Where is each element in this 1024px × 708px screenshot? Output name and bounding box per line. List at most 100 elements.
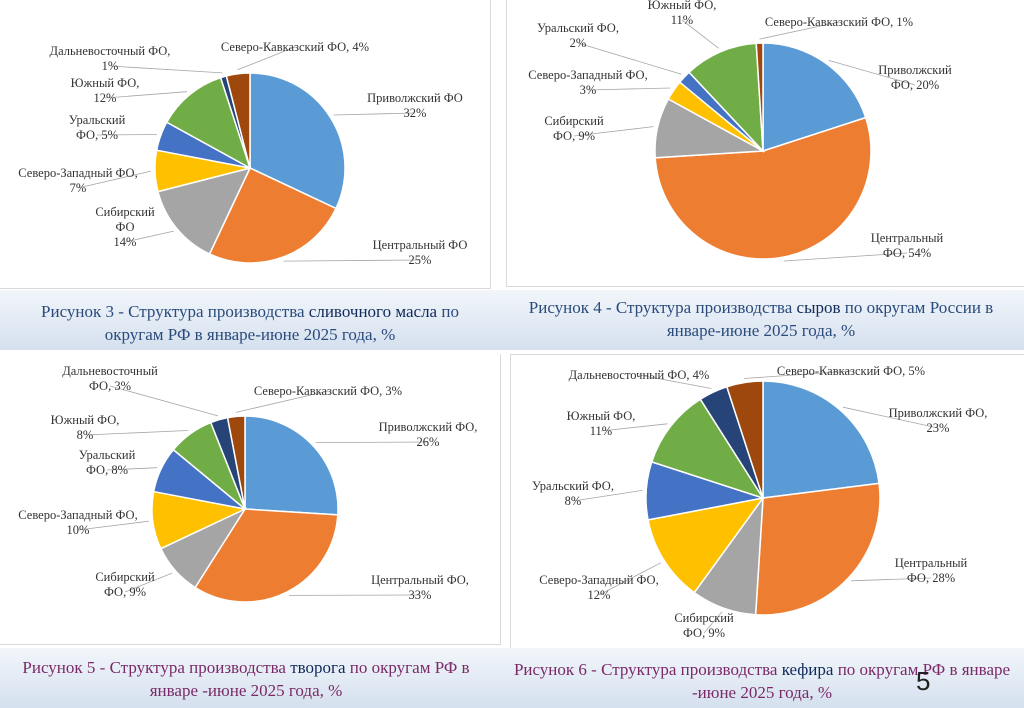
slice-label-line: Приволжский ФО,: [379, 420, 478, 434]
caption-suffix: по округам России в январе-июне 2025 год…: [666, 298, 994, 340]
chart-panel-kefir: Приволжский ФО, 23% Центральный ФО, 28% Сиби…: [510, 354, 1024, 650]
leader-line: [851, 577, 932, 582]
slice-label-line: Центральный ФО: [373, 238, 468, 252]
slice-label-уральский: Уральский ФО, 2%: [537, 21, 619, 50]
slice-label-приволжский: Приволжский ФО, 26%: [379, 420, 478, 449]
slice-label-северо-кавказский: Северо-Кавказский ФО, 1%: [765, 15, 913, 29]
slice-label-line: Южный ФО,: [71, 76, 140, 90]
leader-line: [600, 423, 668, 432]
slice-label-северо-кавказский: Северо-Кавказский ФО, 5%: [777, 364, 925, 378]
caption-figure-4: Рисунок 4 - Структура производства сыров…: [508, 296, 1014, 342]
slice-label-line: Северо-Кавказский ФО, 5%: [777, 364, 925, 378]
slice-label-центральный: Центральный ФО, 33%: [371, 573, 469, 602]
leader-line: [638, 374, 712, 389]
caption-keyword: кефира: [781, 660, 834, 679]
caption-figure-6: Рисунок 6 - Структура производства кефир…: [512, 658, 1012, 704]
slice-label-line: 2%: [570, 36, 587, 50]
slice-label-line: ФО, 9%: [553, 129, 595, 143]
leader-line: [124, 572, 173, 593]
slice-label-line: Северо-Кавказский ФО, 4%: [221, 40, 369, 54]
slice-label-line: Южный ФО,: [648, 0, 717, 12]
slice-labels: Приволжский ФО, 23% Центральный ФО, 28% Сиби…: [532, 364, 987, 640]
slice-label-line: ФО, 9%: [683, 626, 725, 640]
slice-label-line: Уральский ФО,: [532, 479, 614, 493]
slice-label-южный: Южный ФО, 8%: [51, 413, 120, 442]
slice-label-line: 25%: [409, 253, 432, 267]
pie-slices: [654, 42, 872, 260]
slice-label-дальневосточный: Дальневосточный ФО, 4%: [569, 368, 710, 382]
pie-slice-северо-кавказский: [725, 380, 764, 499]
caption-prefix: Рисунок 4 - Структура производства: [528, 298, 797, 317]
pie-slice-приволжский: [249, 72, 346, 210]
slice-label-line: Дальневосточный: [62, 364, 158, 378]
slice-label-line: Центральный: [895, 556, 968, 570]
pie-slice-приволжский: [244, 415, 339, 516]
slice-label-северо-кавказский: Северо-Кавказский ФО, 3%: [254, 384, 402, 398]
slice-label-южный: Южный ФО, 11%: [648, 0, 717, 27]
slice-label-line: Северо-Западный ФО,: [528, 68, 647, 82]
pie-slice-центральный: [208, 167, 337, 264]
slice-label-line: Сибирский: [674, 611, 734, 625]
slice-label-line: 8%: [77, 428, 94, 442]
slice-label-line: ФО: [115, 220, 134, 234]
slice-label-северо-западный: Северо-Западный ФО, 7%: [18, 166, 137, 195]
leader-line: [587, 87, 671, 91]
leader-lines: [77, 46, 421, 262]
slice-label-центральный: Центральный ФО, 28%: [895, 556, 968, 585]
pie-slice-северо-кавказский: [226, 415, 246, 510]
leader-line: [235, 390, 329, 413]
leader-line: [283, 259, 421, 262]
leader-line: [84, 430, 189, 436]
caption-suffix: по округам РФ в январе -июне 2025 года, …: [149, 658, 470, 700]
slice-label-сибирский: Сибирский ФО, 9%: [674, 611, 734, 640]
slice-label-line: Уральский: [79, 448, 136, 462]
leader-line: [783, 252, 908, 262]
pie-slices: [154, 72, 346, 264]
slice-label-line: Сибирский: [95, 205, 155, 219]
slice-label-северо-кавказский: Северо-Кавказский ФО, 4%: [221, 40, 369, 54]
leader-line: [842, 406, 939, 429]
caption-band-bottom: [0, 648, 1024, 708]
slice-label-line: Северо-Западный ФО,: [18, 166, 137, 180]
slice-label-line: ФО, 5%: [76, 128, 118, 142]
slice-label-line: Южный ФО,: [51, 413, 120, 427]
slice-label-line: Северо-Западный ФО,: [539, 573, 658, 587]
pie-chart-cheese: Приволжский ФО, 20% Центральный ФО, 54% Сиби…: [528, 0, 952, 262]
pie-chart-tvorog: Приволжский ФО, 26% Центральный ФО, 33% Сиби…: [18, 364, 478, 603]
caption-keyword: творога: [290, 658, 346, 677]
leader-line: [106, 467, 158, 471]
slice-label-line: 7%: [70, 181, 87, 195]
slice-label-центральный: Центральный ФО 25%: [373, 238, 468, 267]
caption-figure-5: Рисунок 5 - Структура производства творо…: [6, 656, 486, 702]
chart-panel-cheese: Приволжский ФО, 20% Центральный ФО, 54% Сиби…: [506, 0, 1024, 287]
slice-label-line: ФО, 20%: [891, 78, 939, 92]
slice-label-северо-западный: Северо-Западный ФО, 12%: [539, 573, 658, 602]
slice-label-line: 11%: [671, 13, 693, 27]
caption-prefix: Рисунок 6 - Структура производства: [513, 660, 782, 679]
slice-label-line: Южный ФО,: [567, 409, 636, 423]
slice-label-line: Уральский ФО,: [537, 21, 619, 35]
caption-suffix: по округам РФ в январе-июне 2025 года, %: [104, 302, 459, 344]
slice-label-line: 3%: [580, 83, 597, 97]
slice-label-line: ФО, 8%: [86, 463, 128, 477]
caption-prefix: Рисунок 5 - Структура производства: [22, 658, 291, 677]
leader-line: [77, 520, 149, 531]
slice-label-line: ФО, 9%: [104, 585, 146, 599]
pie-slice-приволжский: [762, 42, 867, 153]
slice-label-line: 33%: [409, 588, 432, 602]
leader-line: [109, 385, 219, 417]
pie-slice-южный: [165, 76, 252, 170]
slice-label-line: 23%: [927, 421, 950, 435]
pie-slice-южный: [650, 398, 765, 500]
slice-labels: Приволжский ФО 32% Центральный ФО 25% Сибирс…: [18, 40, 467, 267]
pie-slice-приволжский: [762, 380, 880, 499]
slice-label-сибирский: Сибирский ФО, 9%: [95, 570, 155, 599]
slice-label-line: Уральский: [69, 113, 126, 127]
caption-suffix: по округам РФ в январе -июне 2025 года, …: [691, 660, 1011, 702]
leader-line: [333, 112, 416, 116]
slice-label-line: Сибирский: [95, 570, 155, 584]
slice-label-line: Сибирский: [544, 114, 604, 128]
slice-label-line: 26%: [417, 435, 440, 449]
slice-label-line: 11%: [590, 424, 612, 438]
slice-label-приволжский: Приволжский ФО 32%: [367, 91, 463, 120]
